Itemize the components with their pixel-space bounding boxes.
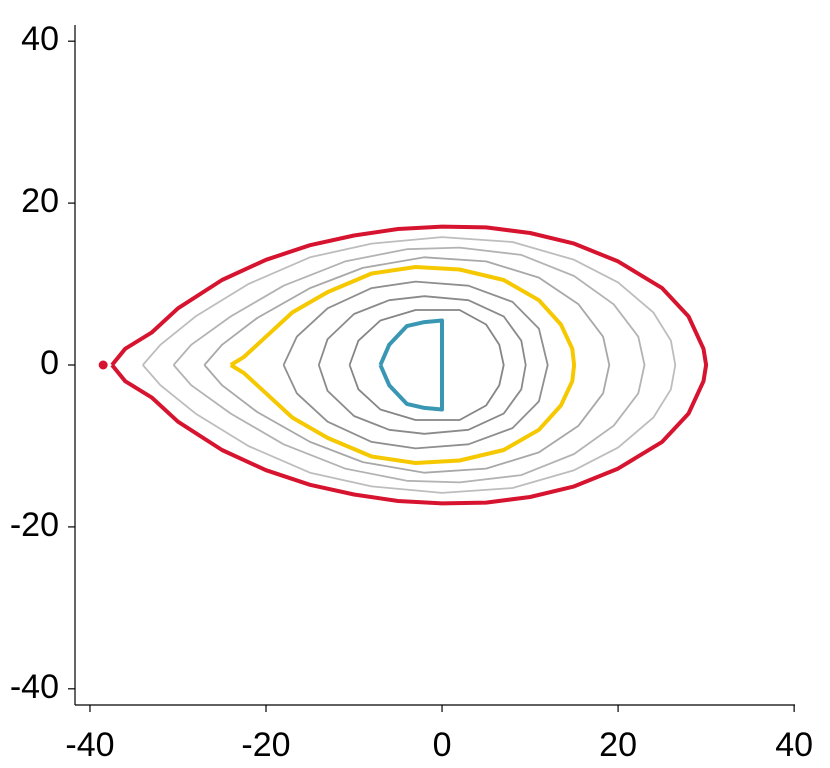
x-tick-label: 0 bbox=[433, 726, 452, 764]
x-tick-label: -20 bbox=[241, 726, 290, 764]
y-tick-label: 0 bbox=[40, 344, 59, 382]
x-tick-label: 40 bbox=[775, 726, 813, 764]
y-tick-label: -20 bbox=[10, 506, 59, 544]
y-tick-label: -40 bbox=[10, 668, 59, 706]
contour-line bbox=[378, 318, 444, 412]
point bbox=[98, 360, 108, 370]
contour-line bbox=[282, 280, 549, 450]
contour-line bbox=[317, 295, 527, 435]
contour-line bbox=[229, 265, 577, 465]
contour-line bbox=[110, 224, 709, 506]
contour-line bbox=[142, 236, 677, 494]
x-tick-label: 20 bbox=[599, 726, 637, 764]
contour-line bbox=[203, 256, 611, 474]
y-tick-label: 20 bbox=[21, 182, 59, 220]
contour-line bbox=[172, 246, 646, 484]
contour-line bbox=[348, 309, 505, 421]
x-tick-label: -40 bbox=[65, 726, 114, 764]
y-tick-label: 40 bbox=[21, 20, 59, 58]
